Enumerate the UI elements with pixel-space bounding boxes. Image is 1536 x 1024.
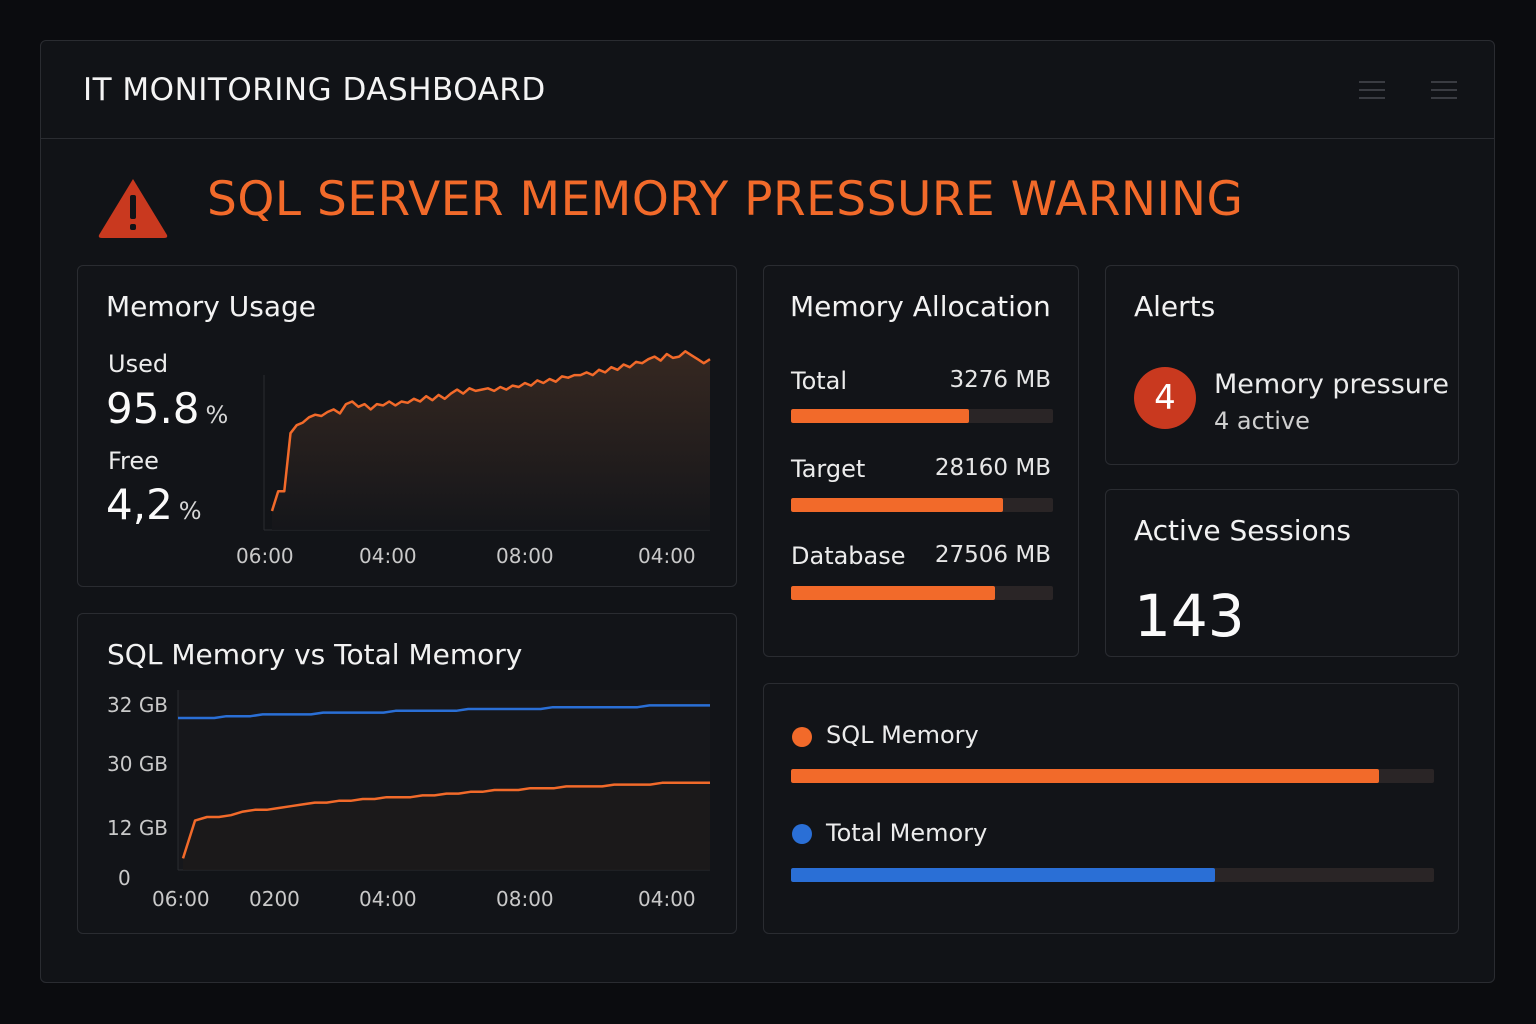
- card-title: SQL Memory vs Total Memory: [107, 638, 523, 671]
- x-tick: 06:00: [236, 544, 294, 568]
- card-title: Memory Allocation: [790, 290, 1051, 323]
- sql-memory-line: [181, 781, 710, 859]
- menu-icon[interactable]: [1359, 81, 1385, 101]
- free-value-row: 4,2%: [106, 480, 202, 529]
- allocation-bar-fill: [791, 409, 970, 423]
- allocation-bar-fill: [791, 586, 996, 600]
- memory-legend-card: SQL Memory Total Memory: [763, 683, 1459, 934]
- x-tick: 04:00: [638, 544, 696, 568]
- memory-allocation-card: Memory Allocation Total 3276 MB Target 2…: [763, 265, 1079, 657]
- allocation-bar: [791, 498, 1053, 512]
- app-title: IT MONITORING DASHBOARD: [83, 72, 546, 108]
- allocation-label: Total: [791, 367, 848, 395]
- sql-memory-area: [183, 782, 710, 870]
- y-tick: 30 GB: [107, 752, 169, 776]
- x-tick: 04:00: [359, 544, 417, 568]
- card-title: Active Sessions: [1134, 514, 1351, 547]
- card-title: Alerts: [1134, 290, 1216, 323]
- used-unit: %: [205, 401, 229, 429]
- allocation-bar: [791, 586, 1053, 600]
- card-title: Memory Usage: [106, 290, 317, 323]
- alerts-card[interactable]: Alerts 4 Memory pressure 4 active: [1105, 265, 1459, 465]
- used-value-row: 95.8%: [106, 384, 228, 433]
- x-tick: 06:00: [152, 887, 210, 911]
- allocation-value: 3276 MB: [949, 367, 1051, 393]
- x-tick: 08:00: [496, 544, 554, 568]
- free-value: 4,2: [106, 480, 173, 529]
- sql-vs-total-chart: [177, 690, 710, 871]
- used-value: 95.8: [106, 384, 200, 433]
- sessions-value: 143: [1134, 582, 1245, 650]
- used-label: Used: [108, 350, 169, 378]
- alert-name: Memory pressure: [1214, 369, 1450, 400]
- memory-usage-line: [270, 350, 711, 512]
- legend-bar: [791, 769, 1434, 783]
- warning-title: SQL SERVER MEMORY PRESSURE WARNING: [207, 172, 1244, 227]
- free-unit: %: [178, 497, 202, 525]
- free-label: Free: [108, 447, 159, 475]
- warning-triangle-icon: [98, 179, 168, 238]
- total-memory-line: [178, 704, 710, 720]
- menu-icon[interactable]: [1431, 81, 1457, 101]
- legend-label: SQL Memory: [826, 721, 979, 749]
- allocation-bar: [791, 409, 1053, 423]
- legend-dot: [792, 824, 812, 844]
- x-tick: 04:00: [359, 887, 417, 911]
- allocation-value: 28160 MB: [934, 455, 1051, 481]
- y-tick: 12 GB: [107, 816, 169, 840]
- memory-usage-area: [272, 351, 710, 530]
- active-sessions-card: Active Sessions 143: [1105, 489, 1459, 657]
- allocation-bar-fill: [791, 498, 1004, 512]
- memory-usage-chart: [263, 350, 711, 531]
- y-tick: 0: [118, 866, 131, 890]
- alert-sub: 4 active: [1214, 407, 1310, 435]
- x-tick: 08:00: [496, 887, 554, 911]
- top-bar: IT MONITORING DASHBOARD: [41, 41, 1494, 139]
- x-tick: 04:00: [638, 887, 696, 911]
- legend-bar: [791, 868, 1434, 882]
- allocation-label: Target: [791, 455, 866, 483]
- legend-dot: [792, 727, 812, 747]
- allocation-value: 27506 MB: [934, 542, 1051, 568]
- allocation-label: Database: [791, 542, 906, 570]
- y-tick: 32 GB: [107, 693, 169, 717]
- legend-label: Total Memory: [826, 819, 988, 847]
- x-tick: 0200: [249, 887, 300, 911]
- alert-count-badge: 4: [1134, 367, 1196, 429]
- legend-bar-fill: [791, 769, 1380, 783]
- legend-bar-fill: [791, 868, 1216, 882]
